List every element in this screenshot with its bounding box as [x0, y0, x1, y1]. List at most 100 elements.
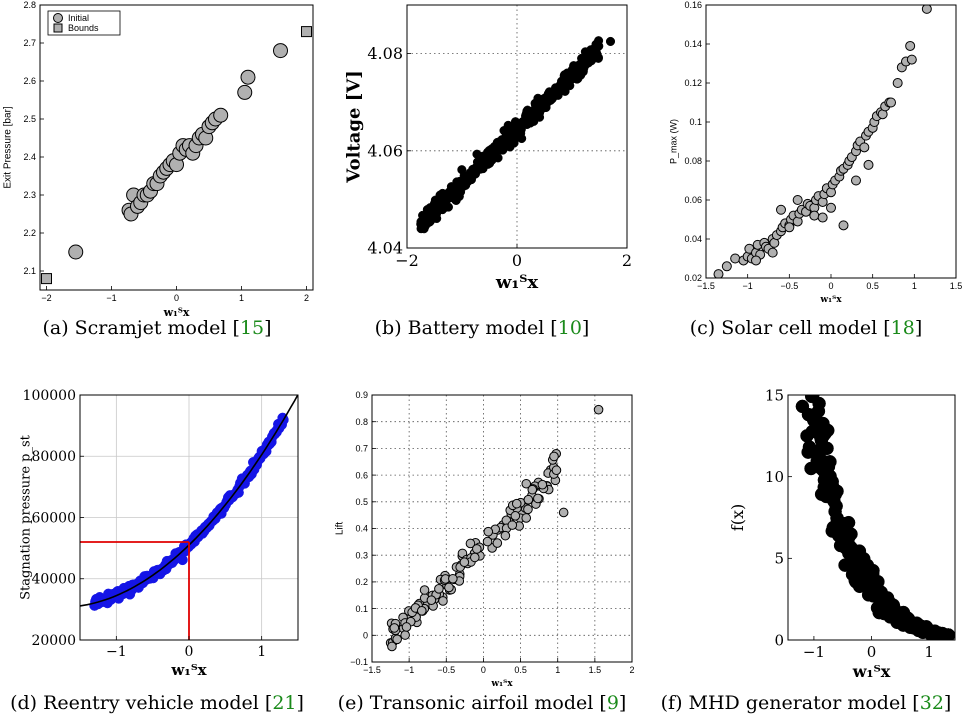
panel-solar-cell: −1.5 −1 −0.5 0 0.5 1 1.5 0.02 0.04 0.06 0.08 0.1 0.1… — [669, 0, 963, 305]
data-point — [809, 210, 820, 221]
data-point — [482, 536, 493, 547]
y-axis-label: Lift — [335, 522, 346, 536]
data-point — [535, 99, 545, 109]
y-tick-label: 4.06 — [367, 141, 403, 160]
data-point — [905, 40, 916, 51]
data-point — [510, 511, 521, 521]
data-point — [559, 81, 569, 92]
data-point — [558, 507, 569, 518]
data-point — [387, 641, 397, 652]
data-point — [426, 595, 437, 605]
y-tick-label: 100000 — [23, 388, 76, 404]
data-point — [906, 54, 917, 65]
y-tick-label: 2.4 — [23, 152, 36, 162]
data-point — [808, 349, 821, 362]
x-tick-label: 1.5 — [950, 281, 963, 291]
x-tick-label: 0 — [481, 665, 486, 675]
data-point — [792, 195, 803, 205]
caption-c: (c) Solar cell model [18] — [690, 317, 923, 339]
y-tick-label: 0.6 — [355, 470, 368, 480]
y-tick-label: 0.14 — [684, 39, 702, 49]
data-point — [867, 580, 882, 595]
y-tick-label: 15 — [765, 386, 784, 404]
data-point — [721, 261, 732, 272]
y-tick-label: 0.12 — [684, 78, 702, 88]
x-tick-label: −1 — [106, 644, 127, 660]
data-point — [400, 630, 410, 640]
x-axis-label: w₁ᵀx — [852, 662, 891, 681]
data-point — [484, 145, 494, 156]
data-point — [767, 247, 778, 258]
data-point — [593, 52, 603, 62]
data-point — [863, 159, 874, 170]
data-point — [499, 126, 509, 136]
x-tick-label: −1 — [743, 281, 753, 291]
x-axis-label: w₁ᵀx — [819, 295, 842, 305]
data-point — [273, 43, 288, 59]
y-tick-label: 0.08 — [684, 156, 702, 166]
plot-area — [713, 5, 932, 278]
data-point — [416, 605, 427, 616]
y-tick-label: 2.7 — [23, 38, 36, 48]
data-point — [812, 368, 825, 381]
x-tick-label: 2 — [629, 665, 634, 675]
panel-scramjet: −2 −1 0 1 2 2.1 2.2 2.3 2.4 2.5 2.6 2.7 2.8 w₁ᵀx Exit … — [3, 0, 314, 319]
x-tick-label: −1.5 — [363, 665, 381, 675]
data-point — [477, 162, 487, 172]
data-point — [730, 253, 741, 264]
data-point — [533, 493, 543, 504]
data-point — [804, 395, 819, 404]
y-tick-label: 20000 — [31, 633, 76, 649]
x-tick-label: −2 — [41, 293, 51, 303]
data-point — [507, 520, 518, 530]
y-tick-label: 2.2 — [23, 228, 36, 238]
data-point — [803, 363, 816, 376]
data-point — [519, 116, 529, 126]
data-point — [507, 129, 517, 139]
data-point — [523, 504, 533, 515]
x-tick-label: 0 — [867, 643, 877, 661]
x-tick-label: 0.5 — [866, 281, 879, 291]
data-point — [804, 360, 817, 373]
x-tick-label: −1 — [404, 665, 414, 675]
data-point — [492, 538, 503, 548]
x-tick-label: −0.5 — [780, 281, 798, 291]
y-tick-label: −0.1 — [350, 657, 368, 667]
data-point — [807, 378, 820, 391]
y-tick-label: 4.08 — [367, 44, 403, 63]
data-point — [892, 78, 903, 88]
x-tick-label: 1 — [239, 293, 244, 303]
data-point — [751, 255, 761, 266]
data-point — [392, 634, 402, 645]
data-point — [921, 5, 932, 14]
y-tick-label: 2.3 — [23, 190, 36, 200]
data-point — [826, 202, 836, 213]
data-point — [838, 558, 852, 572]
data-point — [438, 203, 448, 213]
data-point — [213, 107, 229, 123]
x-tick-label: 1 — [924, 643, 934, 661]
data-point — [389, 623, 400, 633]
y-tick-label: 0.9 — [355, 390, 368, 400]
y-tick-label: 0.7 — [355, 444, 368, 454]
data-point — [455, 186, 465, 196]
panel-transonic-airfoil: −1.5 −1 −0.5 0 0.5 1 1.5 2 −0.1 0 0.1 0.2 0.3 0.4 0.5 0… — [335, 390, 635, 689]
data-point — [801, 445, 815, 459]
y-tick-label: 2.8 — [23, 0, 36, 10]
data-point — [537, 479, 548, 490]
data-point — [795, 399, 810, 414]
caption-e: (e) Transonic airfoil model [9] — [338, 692, 627, 714]
data-point — [845, 567, 860, 582]
legend-marker-circle — [53, 13, 63, 23]
data-point — [562, 68, 572, 78]
data-point — [820, 441, 834, 456]
y-axis-label: Stagnation pressure p_st — [19, 434, 34, 600]
y-tick-label: 0.06 — [684, 195, 702, 205]
y-tick-label: 0.4 — [355, 524, 368, 534]
x-tick-label: 0.5 — [514, 665, 527, 675]
data-point — [548, 92, 559, 102]
data-point-square — [41, 273, 52, 285]
data-point — [784, 222, 795, 233]
data-point — [442, 195, 452, 205]
